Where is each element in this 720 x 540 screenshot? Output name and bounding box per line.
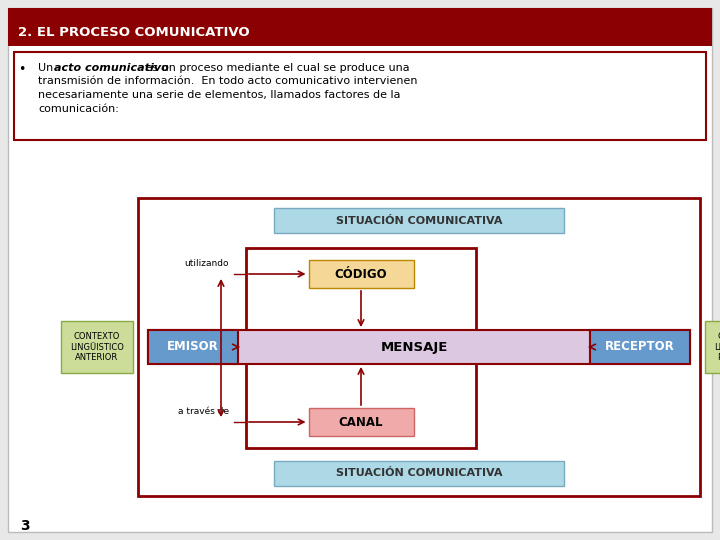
Text: SITUACIÓN COMUNICATIVA: SITUACIÓN COMUNICATIVA — [336, 469, 503, 478]
Text: a través de: a través de — [178, 407, 229, 416]
Text: 3: 3 — [20, 519, 30, 533]
Text: CONTEXTO
LINGÜISTICO
POSTERIOR: CONTEXTO LINGÜISTICO POSTERIOR — [714, 332, 720, 362]
Text: transmisión de información.  En todo acto comunicativo intervienen: transmisión de información. En todo acto… — [38, 77, 418, 86]
Text: es un proceso mediante el cual se produce una: es un proceso mediante el cual se produc… — [142, 63, 410, 73]
Text: EMISOR: EMISOR — [167, 341, 219, 354]
Bar — [148, 330, 238, 364]
Text: necesariamente una serie de elementos, llamados factores de la: necesariamente una serie de elementos, l… — [38, 90, 400, 100]
Bar — [274, 208, 564, 233]
Text: comunicación:: comunicación: — [38, 104, 119, 113]
Bar — [590, 330, 690, 364]
Text: RECEPTOR: RECEPTOR — [605, 341, 675, 354]
Bar — [8, 18, 712, 46]
Bar — [8, 8, 712, 18]
Bar — [14, 52, 706, 140]
Bar — [138, 198, 700, 496]
Bar — [246, 248, 476, 448]
Text: SITUACIÓN COMUNICATIVA: SITUACIÓN COMUNICATIVA — [336, 215, 503, 226]
Text: •: • — [18, 63, 25, 76]
Text: utilizando: utilizando — [184, 259, 228, 268]
Bar — [705, 321, 720, 373]
Text: CANAL: CANAL — [338, 415, 383, 429]
Text: CÓDIGO: CÓDIGO — [335, 267, 387, 280]
Text: Un: Un — [38, 63, 57, 73]
Bar — [308, 260, 413, 288]
Text: CONTEXTO
LINGÜISTICO
ANTERIOR: CONTEXTO LINGÜISTICO ANTERIOR — [70, 332, 124, 362]
Text: MENSAJE: MENSAJE — [380, 341, 448, 354]
Bar — [308, 408, 413, 436]
Text: acto comunicativo: acto comunicativo — [54, 63, 168, 73]
Bar — [61, 321, 133, 373]
Bar — [148, 330, 690, 364]
Bar — [274, 461, 564, 486]
Text: 2. EL PROCESO COMUNICATIVO: 2. EL PROCESO COMUNICATIVO — [18, 25, 250, 38]
